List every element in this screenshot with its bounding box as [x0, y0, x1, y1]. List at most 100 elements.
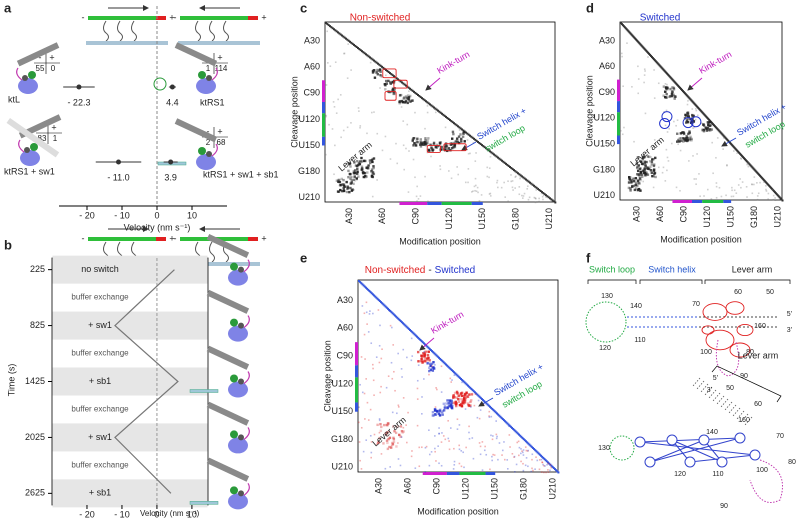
diagonal-signal — [764, 180, 767, 183]
diagonal-signal — [752, 167, 755, 170]
background-signal — [542, 463, 544, 466]
background-signal — [472, 457, 475, 460]
background-signal — [453, 447, 455, 450]
diagonal-signal — [404, 324, 407, 327]
background-signal — [467, 168, 470, 170]
cleavage-signal — [417, 360, 420, 363]
cleavage-signal — [704, 126, 707, 129]
diagonal-signal — [369, 291, 372, 294]
diagonal-signal — [621, 24, 624, 27]
background-signal — [369, 61, 372, 64]
cleavage-signal — [707, 128, 711, 132]
cleavage-signal — [637, 173, 640, 177]
cleavage-signal — [398, 99, 402, 103]
cleavage-signal — [355, 177, 358, 180]
background-signal — [733, 189, 736, 192]
cleavage-signal — [386, 447, 390, 451]
background-signal — [457, 173, 460, 176]
x-tick-label: - 10 — [114, 210, 130, 220]
diagonal-signal — [442, 113, 445, 116]
cleavage-signal — [692, 114, 695, 118]
background-signal — [486, 175, 489, 178]
diagonal-signal — [680, 88, 683, 91]
diagonal-signal — [432, 351, 435, 354]
diagonal-signal — [512, 428, 515, 431]
cleavage-signal — [634, 183, 638, 187]
light-chain — [238, 266, 244, 273]
background-signal — [460, 450, 463, 452]
diagonal-signal — [493, 410, 496, 413]
highlight-loop — [736, 323, 754, 337]
diagonal-signal — [498, 414, 501, 417]
cleavage-signal — [427, 356, 430, 360]
diagonal-signal — [717, 129, 720, 132]
background-signal — [449, 377, 452, 380]
diagonal-signal — [644, 48, 647, 51]
cleavage-signal — [683, 116, 687, 120]
x-tick-label: U210 — [548, 478, 558, 500]
background-signal — [532, 469, 534, 472]
background-signal — [414, 111, 416, 114]
diagonal-signal — [505, 162, 507, 165]
background-signal — [733, 150, 735, 152]
cleavage-signal — [340, 177, 343, 181]
nucleotide-number: 90 — [720, 503, 728, 510]
cleavage-signal — [646, 173, 650, 176]
y-axis-label: Cleavage position — [289, 76, 299, 148]
cleavage-signal — [457, 397, 460, 401]
diagonal-signal — [649, 53, 652, 56]
diagonal-signal — [370, 57, 373, 60]
background-signal — [756, 182, 758, 184]
background-signal — [372, 379, 375, 382]
background-signal — [381, 149, 384, 152]
background-signal — [491, 438, 494, 441]
motor-cartoon — [206, 289, 250, 342]
background-signal — [725, 194, 727, 197]
diagonal-signal — [409, 328, 412, 331]
cleavage-signal — [470, 393, 474, 396]
background-signal — [519, 177, 521, 180]
diagonal-signal — [366, 287, 369, 290]
background-signal — [365, 301, 368, 304]
diagonal-signal — [418, 95, 421, 98]
background-signal — [472, 190, 474, 192]
background-signal — [435, 460, 437, 462]
background-signal — [456, 418, 459, 421]
diagonal-signal — [745, 160, 748, 163]
diagonal-signal — [548, 462, 551, 465]
background-signal — [364, 418, 366, 420]
cleavage-signal — [414, 144, 418, 147]
background-signal — [650, 156, 653, 158]
cleavage-signal — [684, 139, 687, 142]
x-tick-label: U120 — [461, 478, 471, 500]
background-signal — [377, 309, 380, 311]
title-part: Switched — [435, 265, 476, 276]
cleavage-signal — [378, 68, 382, 71]
cleavage-signal — [684, 137, 688, 140]
diagonal-signal — [471, 389, 474, 392]
diagonal-signal — [389, 310, 392, 313]
surface — [86, 41, 168, 45]
light-chain — [22, 75, 28, 81]
background-signal — [667, 160, 670, 162]
background-signal — [653, 139, 656, 141]
diagonal-signal — [457, 375, 460, 378]
diagonal-signal — [746, 161, 749, 164]
highlight-circle — [698, 434, 710, 446]
cleavage-signal — [441, 410, 444, 413]
diagonal-signal — [533, 448, 536, 451]
cleavage-signal — [676, 140, 679, 143]
diagonal-signal — [381, 302, 384, 305]
background-signal — [340, 136, 342, 139]
cleavage-signal — [672, 88, 676, 91]
background-signal — [476, 416, 479, 419]
diagonal-signal — [424, 343, 427, 346]
diagonal-signal — [625, 28, 628, 31]
axis-strip — [355, 402, 358, 412]
background-signal — [486, 166, 489, 169]
actin-red — [156, 16, 166, 20]
y-axis-label: Cleavage position — [584, 75, 594, 147]
cleavage-signal — [426, 362, 429, 365]
panel-label: d — [586, 0, 594, 15]
minus-end: - — [82, 233, 85, 243]
